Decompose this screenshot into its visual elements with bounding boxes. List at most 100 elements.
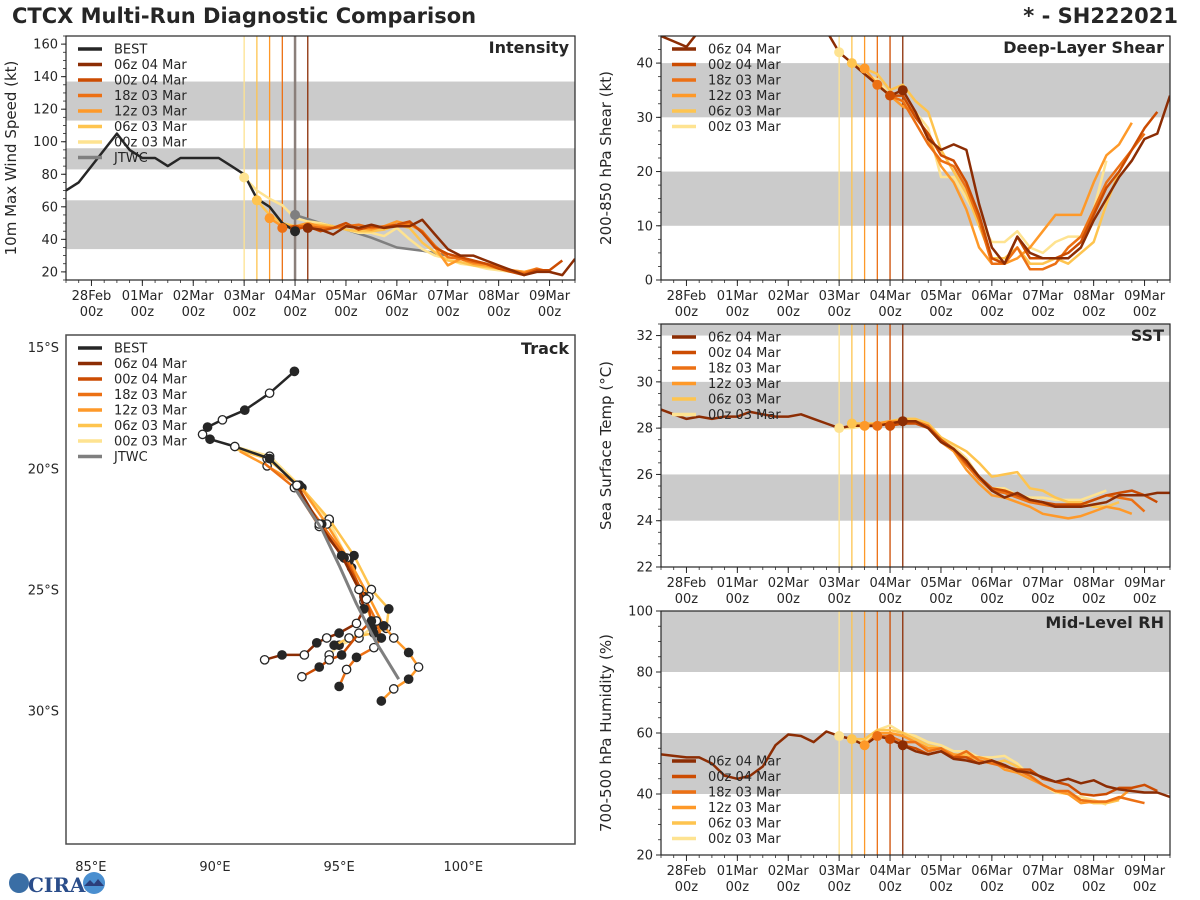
y-tick-label: 0 xyxy=(645,274,653,289)
track-point xyxy=(264,453,275,464)
legend-label-06z-03-mar: 06z 03 Mar xyxy=(708,105,781,120)
init-marker-best xyxy=(290,226,301,237)
logo-text: CIRA xyxy=(28,873,86,897)
panel-title: Deep-Layer Shear xyxy=(1003,38,1164,57)
panel-title: Intensity xyxy=(489,38,570,57)
track-point xyxy=(354,628,364,638)
x-tick-label: 03Mar xyxy=(819,576,861,591)
panel-title: Track xyxy=(521,339,569,358)
x-tick-label: 09Mar xyxy=(1124,864,1166,879)
lon-tick-label: 95°E xyxy=(323,860,354,875)
x-tick-label-time: 00z xyxy=(283,305,307,320)
y-axis-label: Sea Surface Temp (°C) xyxy=(597,361,615,530)
init-marker-06z-03-mar xyxy=(251,195,262,206)
legend-label-12z-03-mar: 12z 03 Mar xyxy=(708,801,781,816)
y-tick-label: 100 xyxy=(628,605,653,620)
init-marker-12z-03-mar xyxy=(859,740,870,751)
legend-label-jtwc: JTWC xyxy=(113,151,148,166)
legend-label-06z-03-mar: 06z 03 Mar xyxy=(114,419,187,434)
x-tick-label-time: 00z xyxy=(182,305,206,320)
y-tick-label: 10 xyxy=(636,219,653,234)
x-tick-label: 04Mar xyxy=(275,289,317,304)
track-point xyxy=(197,429,208,440)
track-point xyxy=(388,633,399,643)
lon-tick-label: 90°E xyxy=(199,860,230,875)
legend-label-00z-03-mar: 00z 03 Mar xyxy=(708,120,781,135)
emblem-icon xyxy=(83,872,105,894)
init-marker-18z-03-mar xyxy=(872,420,883,431)
init-marker-00z-03-mar xyxy=(239,172,250,183)
panel-title: Mid-Level RH xyxy=(1045,613,1164,632)
y-tick-label: 80 xyxy=(41,168,58,183)
x-tick-label: 02Mar xyxy=(768,289,810,304)
series-line-06z-04-mar xyxy=(661,730,1170,799)
series-group xyxy=(661,408,1170,520)
x-tick-label: 01Mar xyxy=(717,576,759,591)
x-tick-label-time: 00z xyxy=(1133,305,1157,320)
track-point xyxy=(403,647,414,658)
x-tick-label: 01Mar xyxy=(122,289,164,304)
panel-intensity: 2040608010012014016028Feb00z01Mar00z02Ma… xyxy=(2,35,576,320)
x-tick-label: 09Mar xyxy=(529,289,571,304)
track-point xyxy=(259,654,270,665)
page-title: CTCX Multi-Run Diagnostic Comparison xyxy=(12,4,477,28)
init-marker-12z-03-mar xyxy=(264,213,275,224)
legend-label-06z-04-mar: 06z 04 Mar xyxy=(708,331,781,346)
shaded-band xyxy=(66,81,575,121)
track-point xyxy=(297,671,307,682)
x-tick-label: 05Mar xyxy=(920,576,962,591)
track-point xyxy=(378,621,389,631)
panel-title: SST xyxy=(1131,326,1164,345)
x-tick-label-time: 00z xyxy=(80,305,104,320)
track-point xyxy=(314,662,325,672)
track-point xyxy=(277,650,287,660)
legend-label-00z-03-mar: 00z 03 Mar xyxy=(708,832,781,847)
x-tick-label: 04Mar xyxy=(870,576,912,591)
x-tick-label: 01Mar xyxy=(717,864,759,879)
init-marker-06z-04-mar xyxy=(897,740,908,751)
y-tick-label: 32 xyxy=(636,329,653,344)
track-point xyxy=(336,650,347,660)
panel-track: 85°E 90°E 95°E 100°E 15°S 20°S 25°S 30°S Track BE… xyxy=(28,334,576,875)
legend-label-18z-03-mar: 18z 03 Mar xyxy=(708,362,781,377)
track-point xyxy=(229,441,240,452)
track-point xyxy=(413,662,424,672)
x-tick-label: 08Mar xyxy=(1073,576,1115,591)
x-tick-label: 06Mar xyxy=(376,289,418,304)
legend-label-12z-03-mar: 12z 03 Mar xyxy=(114,404,187,419)
x-tick-label-time: 00z xyxy=(334,305,358,320)
y-tick-label: 28 xyxy=(636,422,653,437)
x-tick-label: 08Mar xyxy=(1073,289,1115,304)
y-axis-label: 700-500 hPa Humidity (%) xyxy=(597,634,615,832)
track-point xyxy=(403,674,414,685)
legend-label-12z-03-mar: 12z 03 Mar xyxy=(708,89,781,104)
legend-label-00z-04-mar: 00z 04 Mar xyxy=(708,770,781,785)
y-tick-label: 20 xyxy=(41,265,58,280)
legend-label-18z-03-mar: 18z 03 Mar xyxy=(114,388,187,403)
x-tick-label-time: 00z xyxy=(1133,592,1157,607)
x-tick-label: 28Feb xyxy=(667,864,707,879)
x-tick-label-time: 00z xyxy=(675,880,699,895)
track-point xyxy=(334,681,344,692)
x-tick-label: 09Mar xyxy=(1124,576,1166,591)
x-tick-label-time: 00z xyxy=(675,305,699,320)
track-point xyxy=(351,652,362,663)
init-marker-18z-03-mar xyxy=(872,79,883,90)
series-group xyxy=(661,724,1170,806)
track-point xyxy=(321,633,332,643)
y-tick-label: 40 xyxy=(41,233,58,248)
legend-label-06z-04-mar: 06z 04 Mar xyxy=(114,357,187,372)
track-point xyxy=(292,480,302,491)
y-tick-label: 60 xyxy=(636,727,653,742)
x-tick-label: 07Mar xyxy=(427,289,469,304)
track-point xyxy=(376,696,387,706)
y-axis-label: 10m Max Wind Speed (kt) xyxy=(2,61,20,256)
lat-tick-label: 20°S xyxy=(28,462,59,477)
init-marker-06z-03-mar xyxy=(846,734,857,745)
x-tick-label: 03Mar xyxy=(224,289,266,304)
x-tick-label-time: 00z xyxy=(726,305,750,320)
panel-rh: 2040608010028Feb00z01Mar00z02Mar00z03Mar… xyxy=(597,605,1171,895)
series-line-06z-04-mar xyxy=(661,408,1170,509)
x-tick-label: 08Mar xyxy=(478,289,520,304)
